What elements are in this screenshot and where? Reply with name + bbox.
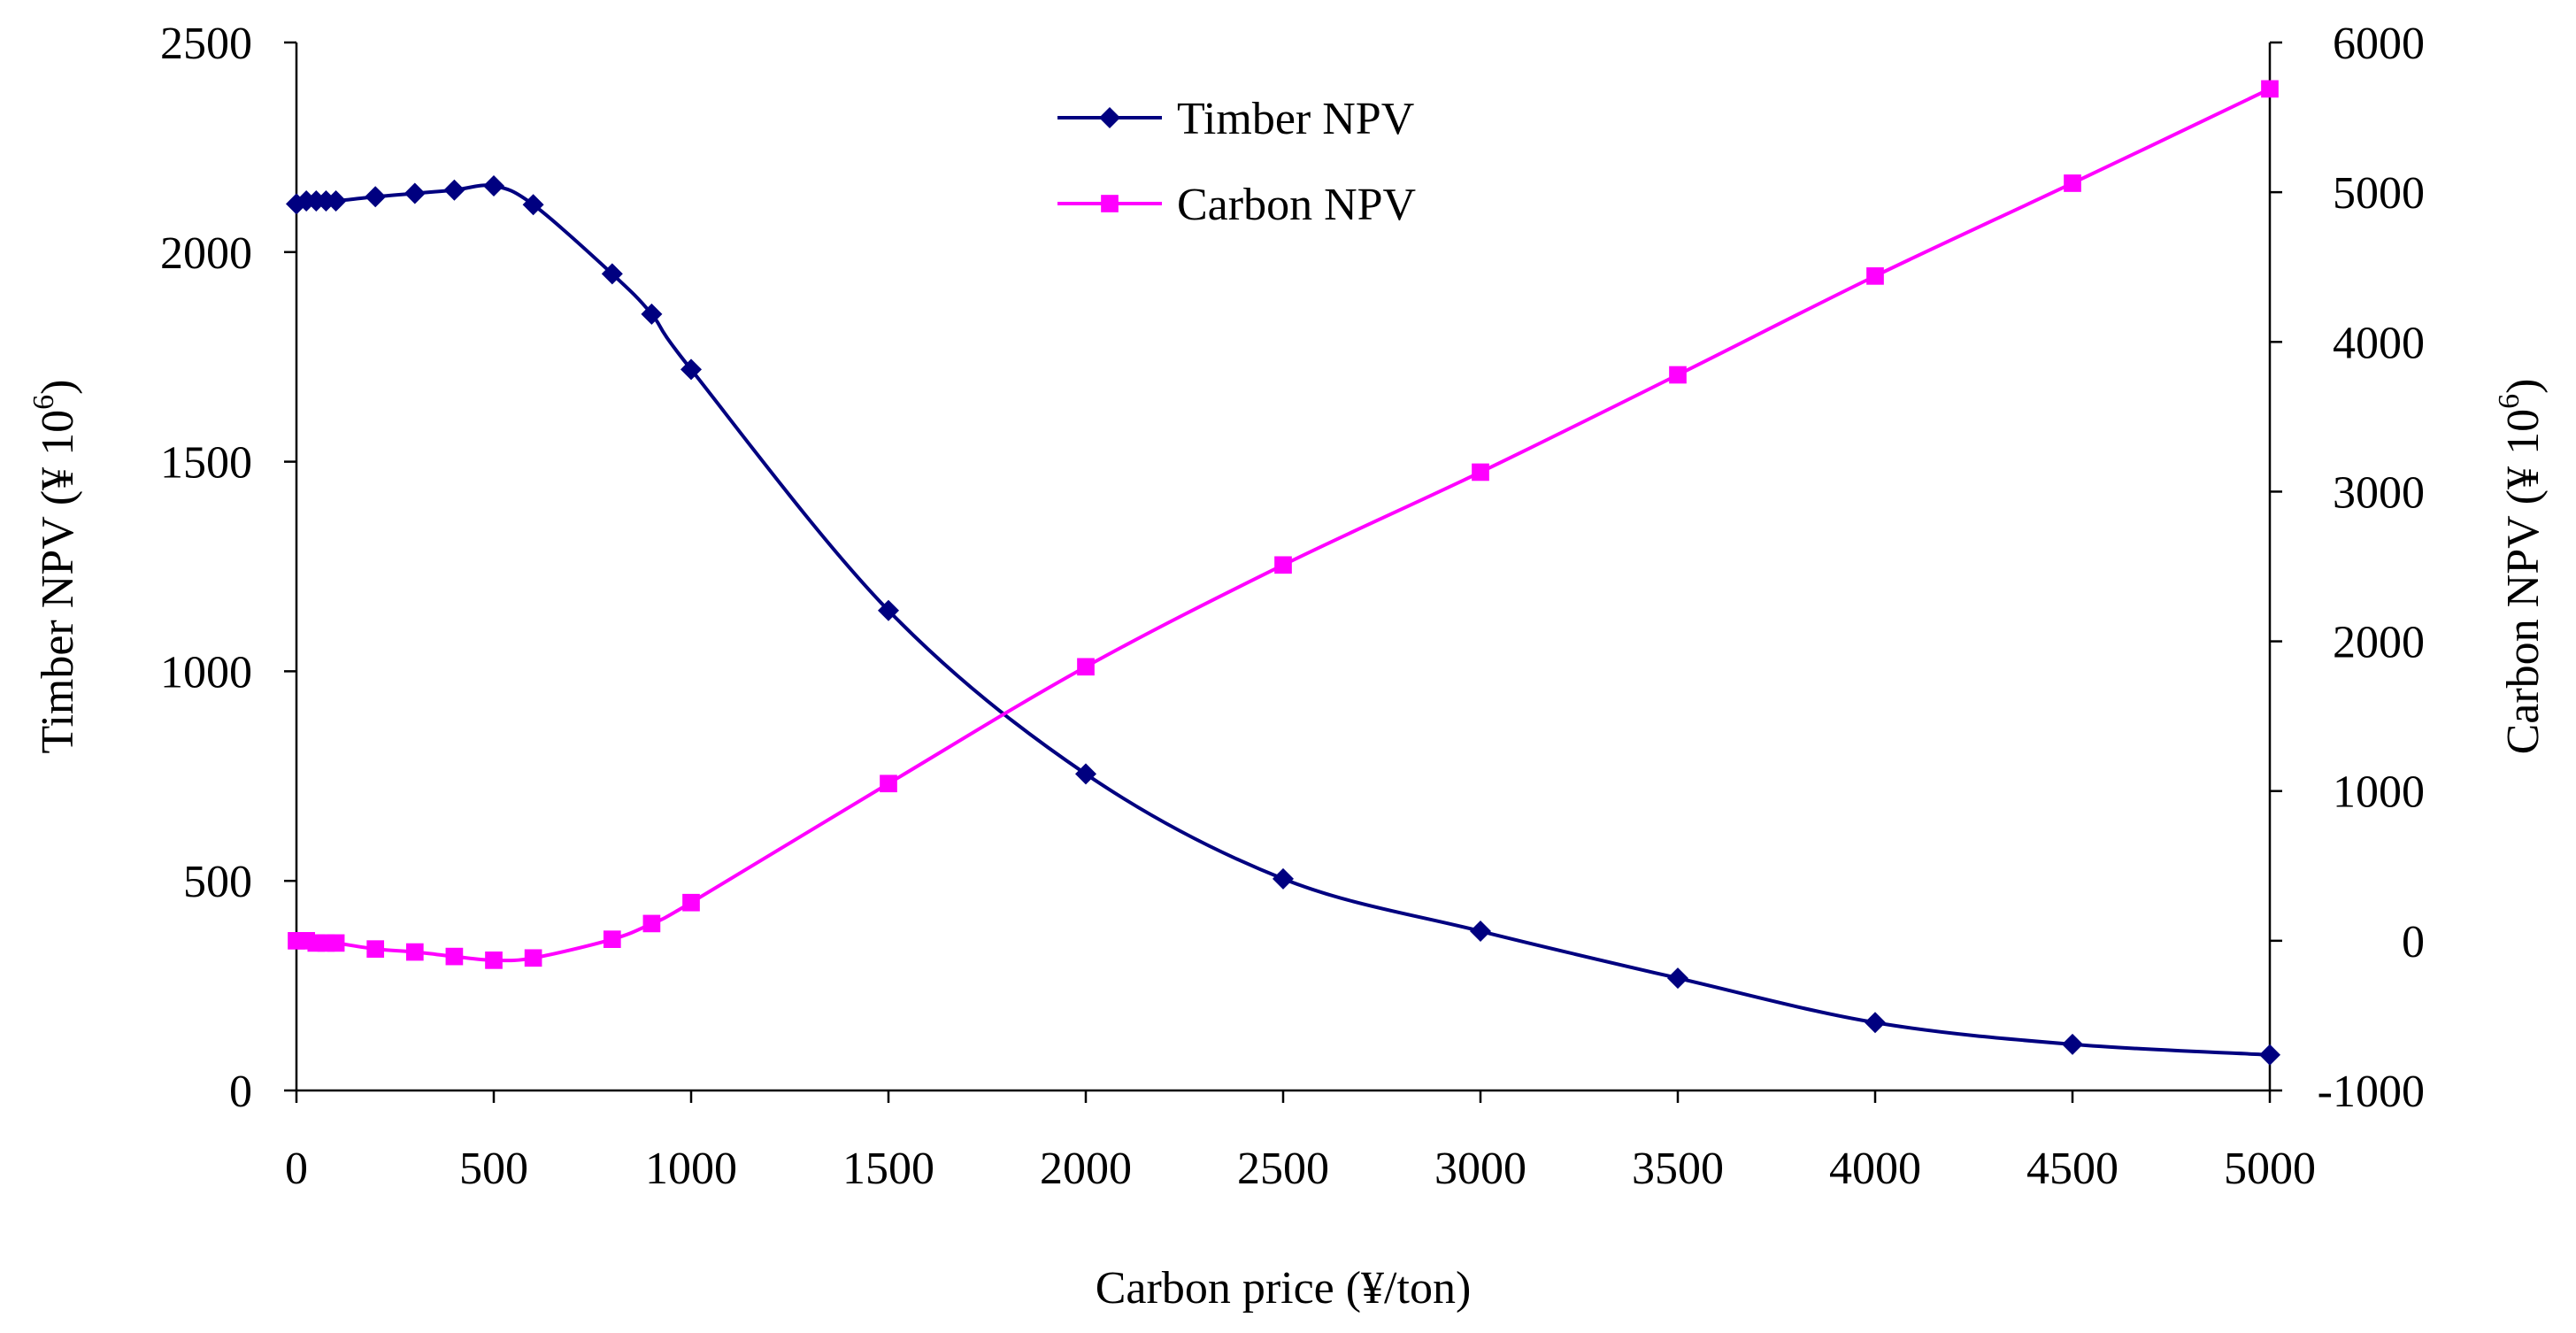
legend-label: Timber NPV [1177,94,1414,144]
x-axis-title: Carbon price (¥/ton) [1096,1263,1472,1314]
y-left-axis-title-text: Timber NPV (¥ 10 [33,410,83,754]
x-tick-label: 2000 [1040,1144,1132,1194]
series-carbon-npv [288,80,2279,969]
x-tick-label: 0 [285,1144,308,1194]
y-left-tick-label: 500 [183,857,252,907]
y-left-tick-label: 2500 [160,19,252,69]
data-point-timber-npv [365,186,387,208]
y-right-tick-label: -1000 [2318,1067,2425,1117]
x-tick-label: 1500 [842,1144,934,1194]
data-point-carbon-npv [485,952,503,969]
series-line-timber-npv [296,183,2271,1057]
data-point-timber-npv [404,182,426,204]
data-point-carbon-npv [682,893,700,912]
data-point-timber-npv [1667,967,1688,990]
y-left-axis-title-close: ) [33,380,83,395]
data-point-carbon-npv [603,930,621,949]
data-point-carbon-npv [1274,556,1292,574]
data-point-timber-npv [641,303,663,325]
legend-swatch-marker [1099,107,1120,128]
data-point-carbon-npv [445,947,464,966]
y-left-tick-label: 2000 [160,228,252,279]
y-left-tick-label: 1500 [160,438,252,489]
y-right-axis-title: Carbon NPV (¥ 106) [2493,379,2549,755]
data-point-timber-npv [1273,867,1294,890]
data-point-timber-npv [681,358,702,381]
data-point-carbon-npv [880,774,897,793]
x-tick-label: 4000 [1829,1144,1921,1194]
x-tick-label: 2500 [1237,1144,1329,1194]
y-right-tick-label: 4000 [2333,318,2425,368]
data-point-carbon-npv [1077,658,1095,676]
series-timber-npv [286,174,2280,1066]
data-point-timber-npv [601,263,623,285]
data-point-timber-npv [443,179,465,201]
x-tick-label: 3000 [1434,1144,1526,1194]
data-point-timber-npv [1075,763,1096,785]
y-right-axis-title-text: Carbon NPV (¥ 10 [2498,409,2549,754]
data-point-timber-npv [522,194,544,216]
x-tick-label: 4500 [2026,1144,2118,1194]
data-point-carbon-npv [1866,267,1884,285]
data-point-carbon-npv [327,934,345,952]
y-right-tick-label: 5000 [2333,168,2425,219]
y-left-tick-label: 1000 [160,647,252,697]
y-left-axis-title-exponent: 6 [27,395,60,410]
y-right-axis-title-close: ) [2498,379,2549,394]
y-right-tick-label: 3000 [2333,467,2425,518]
legend-label: Carbon NPV [1177,180,1416,230]
data-point-carbon-npv [2064,174,2081,192]
y-right-tick-label: 1000 [2333,767,2425,818]
x-tick-label: 3500 [1632,1144,1724,1194]
data-point-carbon-npv [1472,463,1489,482]
data-point-carbon-npv [366,940,385,958]
data-point-timber-npv [2259,1044,2280,1066]
data-point-timber-npv [2062,1033,2083,1055]
y-right-tick-label: 0 [2402,917,2425,967]
legend-swatch-marker [1101,195,1119,212]
data-point-timber-npv [1470,921,1491,943]
y-left-tick-label: 0 [229,1067,252,1117]
data-point-carbon-npv [2261,80,2279,98]
y-left-axis-title: Timber NPV (¥ 106) [27,380,83,754]
y-right-tick-label: 2000 [2333,618,2425,668]
legend-item-carbon-npv: Carbon NPV [1057,180,1416,230]
series-line-carbon-npv [296,87,2271,963]
data-point-timber-npv [1865,1012,1886,1034]
x-tick-label: 5000 [2224,1144,2316,1194]
y-right-axis-title-exponent: 6 [2493,394,2526,409]
y-right-tick-label: 6000 [2333,19,2425,69]
data-point-timber-npv [483,174,504,196]
data-point-carbon-npv [524,949,542,967]
x-tick-label: 500 [459,1144,528,1194]
data-point-timber-npv [325,190,347,212]
data-point-timber-npv [878,599,899,621]
legend-item-timber-npv: Timber NPV [1057,94,1414,144]
data-point-carbon-npv [405,943,424,961]
data-point-carbon-npv [642,914,661,933]
x-tick-label: 1000 [645,1144,737,1194]
data-point-carbon-npv [1669,366,1687,384]
